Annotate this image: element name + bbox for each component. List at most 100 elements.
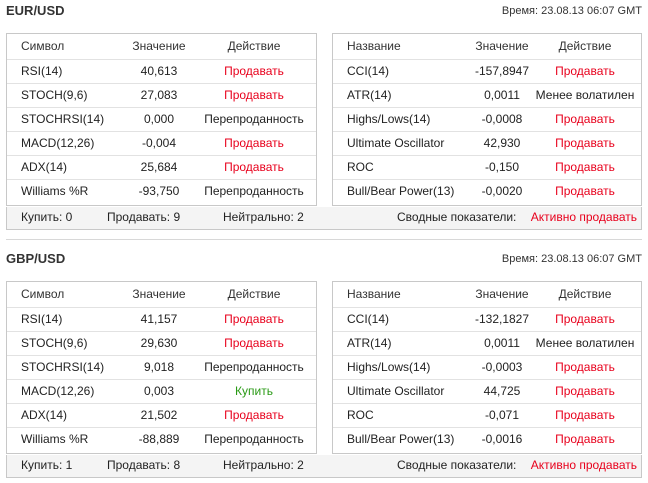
header-action: Действие xyxy=(227,39,281,53)
table-row: STOCH(9,6) 27,083 Продавать xyxy=(7,83,316,106)
indicator-name: ROC xyxy=(347,408,374,422)
header-value: Значение xyxy=(132,287,186,301)
indicator-value: -0,150 xyxy=(484,160,520,174)
indicator-name: ATR(14) xyxy=(347,336,392,350)
indicator-value: 44,725 xyxy=(483,384,521,398)
indicator-value: -132,1827 xyxy=(474,312,530,326)
indicator-action: Продавать xyxy=(555,384,615,398)
table-row: STOCH(9,6) 29,630 Продавать xyxy=(7,331,316,354)
indicator-value: -88,889 xyxy=(138,432,180,446)
table-row: MACD(12,26) 0,003 Купить xyxy=(7,379,316,402)
indicator-value: 0,003 xyxy=(143,384,175,398)
indicator-symbol: MACD(12,26) xyxy=(21,136,95,150)
header-value: Значение xyxy=(475,39,529,53)
indicator-value: -0,0016 xyxy=(481,432,523,446)
indicator-name: Bull/Bear Power(13) xyxy=(347,432,455,446)
indicator-action: Продавать xyxy=(555,312,615,326)
indicator-action: Перепроданность xyxy=(204,432,304,446)
indicator-value: 21,502 xyxy=(140,408,178,422)
indicator-name: Highs/Lows(14) xyxy=(347,112,431,126)
indicator-symbol: ADX(14) xyxy=(21,160,68,174)
indicator-value: 41,157 xyxy=(140,312,178,326)
currency-pair-title: GBP/USD xyxy=(6,251,66,266)
summary-overall-label: Сводные показатели: xyxy=(397,210,517,224)
indicator-value: 0,0011 xyxy=(484,336,520,350)
header-name: Название xyxy=(347,39,401,53)
table-row: CCI(14) -157,8947 Продавать xyxy=(333,59,641,82)
table-row: ATR(14) 0,0011 Менее волатилен xyxy=(333,331,641,354)
indicator-symbol: Williams %R xyxy=(21,432,89,446)
moving-indicators-table: Название Значение Действие CCI(14) -132,1827… xyxy=(332,281,642,454)
indicator-value: 40,613 xyxy=(140,64,178,78)
indicator-action: Продавать xyxy=(555,360,615,374)
table-row: ATR(14) 0,0011 Менее волатилен xyxy=(333,83,641,106)
table-row: Highs/Lows(14) -0,0008 Продавать xyxy=(333,107,641,130)
indicator-name: Ultimate Oscillator xyxy=(347,136,445,150)
indicator-action: Продавать xyxy=(555,184,615,198)
table-row: STOCHRSI(14) 0,000 Перепроданность xyxy=(7,107,316,130)
table-row: MACD(12,26) -0,004 Продавать xyxy=(7,131,316,154)
indicator-symbol: ADX(14) xyxy=(21,408,68,422)
table-row: Williams %R -93,750 Перепроданность xyxy=(7,179,316,202)
indicator-action: Перепроданность xyxy=(204,112,304,126)
table-row: ADX(14) 25,684 Продавать xyxy=(7,155,316,178)
block-header: EUR/USD Время: 23.08.13 06:07 GMT xyxy=(0,0,648,22)
indicator-action: Продавать xyxy=(555,160,615,174)
table-row: Bull/Bear Power(13) -0,0020 Продавать xyxy=(333,179,641,202)
indicator-action: Продавать xyxy=(224,336,284,350)
indicator-action: Продавать xyxy=(224,88,284,102)
indicator-action: Продавать xyxy=(555,136,615,150)
indicator-block-0: EUR/USD Время: 23.08.13 06:07 GMT Символ Зн… xyxy=(0,0,648,235)
summary-overall-value: Активно продавать xyxy=(530,458,637,472)
indicator-name: ATR(14) xyxy=(347,88,392,102)
header-value: Значение xyxy=(475,287,529,301)
currency-pair-title: EUR/USD xyxy=(6,3,65,18)
table-header-row: Название Значение Действие xyxy=(333,282,641,307)
table-row: Bull/Bear Power(13) -0,0016 Продавать xyxy=(333,427,641,450)
summary-neutral-count: Нейтрально: 2 xyxy=(223,210,304,224)
oscillators-table: Символ Значение Действие RSI(14) 41,157 Прода… xyxy=(6,281,317,454)
table-row: Highs/Lows(14) -0,0003 Продавать xyxy=(333,355,641,378)
table-header-row: Символ Значение Действие xyxy=(7,282,316,307)
indicator-tables: Символ Значение Действие RSI(14) 40,613 Прода… xyxy=(6,33,642,206)
indicator-symbol: STOCHRSI(14) xyxy=(21,360,105,374)
indicator-action: Продавать xyxy=(555,432,615,446)
indicator-action: Перепроданность xyxy=(204,360,304,374)
moving-indicators-table: Название Значение Действие CCI(14) -157,8947… xyxy=(332,33,642,206)
indicator-block-1: GBP/USD Время: 23.08.13 06:07 GMT Символ Зн… xyxy=(0,248,648,483)
indicator-value: 0,000 xyxy=(143,112,175,126)
header-action: Действие xyxy=(558,287,612,301)
indicator-action: Продавать xyxy=(224,312,284,326)
indicator-action: Продавать xyxy=(555,112,615,126)
table-header-row: Символ Значение Действие xyxy=(7,34,316,59)
summary-overall-label: Сводные показатели: xyxy=(397,458,517,472)
summary-buy-count: Купить: 1 xyxy=(21,458,73,472)
table-row: ROC -0,150 Продавать xyxy=(333,155,641,178)
table-row: RSI(14) 41,157 Продавать xyxy=(7,307,316,330)
indicator-value: 0,0011 xyxy=(484,88,520,102)
table-header-row: Название Значение Действие xyxy=(333,34,641,59)
indicator-symbol: RSI(14) xyxy=(21,312,63,326)
indicator-value: 27,083 xyxy=(140,88,178,102)
header-value: Значение xyxy=(132,39,186,53)
indicator-value: -0,071 xyxy=(484,408,520,422)
table-row: CCI(14) -132,1827 Продавать xyxy=(333,307,641,330)
indicator-value: -157,8947 xyxy=(474,64,530,78)
indicator-value: -0,0020 xyxy=(481,184,523,198)
update-time: Время: 23.08.13 06:07 GMT xyxy=(501,5,642,17)
indicator-action: Купить xyxy=(235,384,273,398)
indicator-action: Продавать xyxy=(224,136,284,150)
indicator-symbol: RSI(14) xyxy=(21,64,63,78)
indicator-symbol: STOCHRSI(14) xyxy=(21,112,105,126)
indicator-value: -0,004 xyxy=(141,136,177,150)
header-name: Название xyxy=(347,287,401,301)
table-row: ADX(14) 21,502 Продавать xyxy=(7,403,316,426)
indicator-name: Ultimate Oscillator xyxy=(347,384,445,398)
summary-sell-count: Продавать: 9 xyxy=(107,210,181,224)
indicator-action: Продавать xyxy=(224,408,284,422)
indicator-value: 9,018 xyxy=(143,360,175,374)
table-row: STOCHRSI(14) 9,018 Перепроданность xyxy=(7,355,316,378)
indicator-symbol: STOCH(9,6) xyxy=(21,336,88,350)
block-divider xyxy=(6,239,642,240)
update-time: Время: 23.08.13 06:07 GMT xyxy=(501,253,642,265)
